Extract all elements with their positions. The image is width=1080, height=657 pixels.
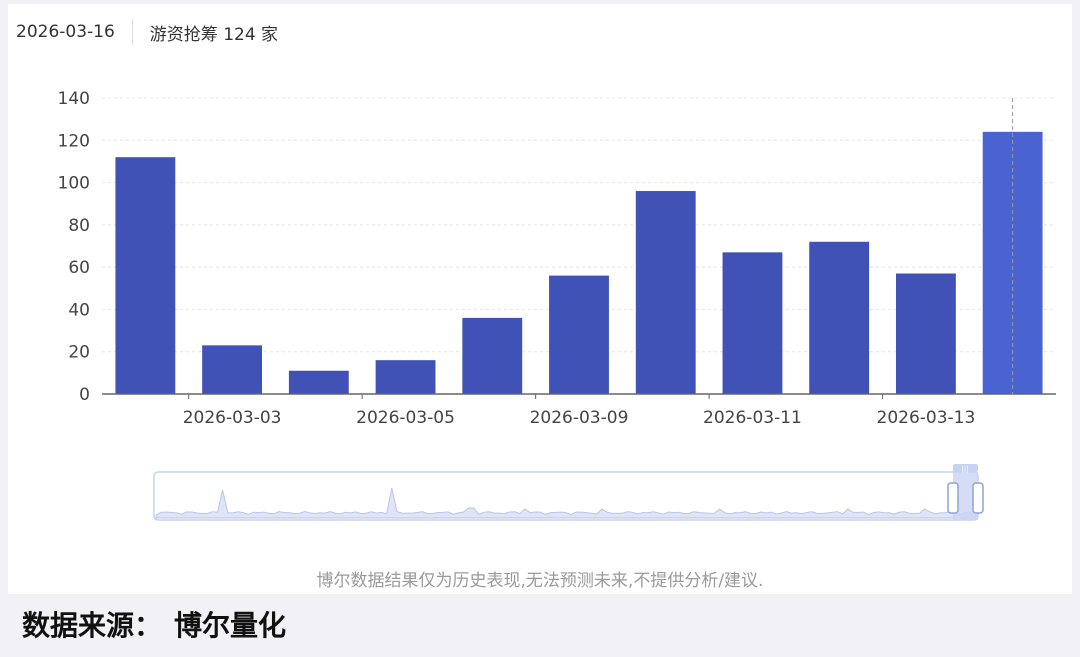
- bar[interactable]: [895, 273, 956, 394]
- y-axis-tick-labels: 0 20 40 60 80 100 120 140: [58, 89, 90, 405]
- datazoom-grip-icon: |||: [961, 465, 968, 473]
- y-tick-label: 100: [58, 174, 90, 194]
- bars[interactable]: [115, 131, 1043, 395]
- x-tick-label: 2026-03-09: [530, 408, 629, 428]
- header-summary: 游资抢筹 124 家: [149, 24, 279, 45]
- datazoom-move-handle[interactable]: [953, 464, 978, 472]
- chart-card: 2026-03-16 游资抢筹 124 家 0 20 40 60 80 100 120 140…: [8, 4, 1072, 594]
- bar[interactable]: [375, 360, 436, 394]
- y-tick-label: 80: [68, 216, 90, 236]
- y-tick-label: 0: [79, 385, 90, 405]
- x-axis: [102, 393, 1056, 399]
- bar[interactable]: [462, 317, 523, 394]
- y-tick-label: 140: [58, 89, 90, 109]
- bar[interactable]: [202, 345, 263, 394]
- chart-header: 2026-03-16 游资抢筹 124 家: [16, 18, 278, 46]
- y-tick-label: 60: [68, 258, 90, 278]
- datazoom-preview-area: [155, 487, 977, 519]
- bar[interactable]: [635, 191, 696, 394]
- data-source-name: 博尔量化: [174, 609, 287, 642]
- data-source-footer: 数据来源： 博尔量化: [22, 600, 286, 648]
- y-tick-label: 120: [58, 131, 90, 151]
- x-tick-label: 2026-03-11: [703, 408, 802, 428]
- bar[interactable]: [722, 252, 783, 394]
- x-axis-tick-labels: 2026-03-03 2026-03-05 2026-03-09 2026-03-11…: [183, 408, 976, 428]
- header-divider: [131, 20, 133, 44]
- y-tick-label: 40: [68, 300, 90, 320]
- x-tick-label: 2026-03-13: [877, 408, 976, 428]
- data-source-label: 数据来源：: [22, 609, 163, 642]
- datazoom-left-handle[interactable]: [947, 482, 959, 514]
- x-tick-label: 2026-03-03: [183, 408, 282, 428]
- header-date: 2026-03-16: [16, 22, 115, 42]
- datazoom-slider[interactable]: |||: [8, 464, 1072, 534]
- bar[interactable]: [549, 275, 609, 394]
- y-tick-label: 20: [68, 343, 90, 363]
- x-tick-label: 2026-03-05: [356, 408, 455, 428]
- bar[interactable]: [288, 370, 349, 394]
- disclaimer: 博尔数据结果仅为历史表现,无法预测未来,不提供分析/建议.: [316, 571, 764, 591]
- bar[interactable]: [115, 157, 176, 394]
- datazoom-right-handle[interactable]: [972, 482, 984, 514]
- bar[interactable]: [809, 241, 870, 394]
